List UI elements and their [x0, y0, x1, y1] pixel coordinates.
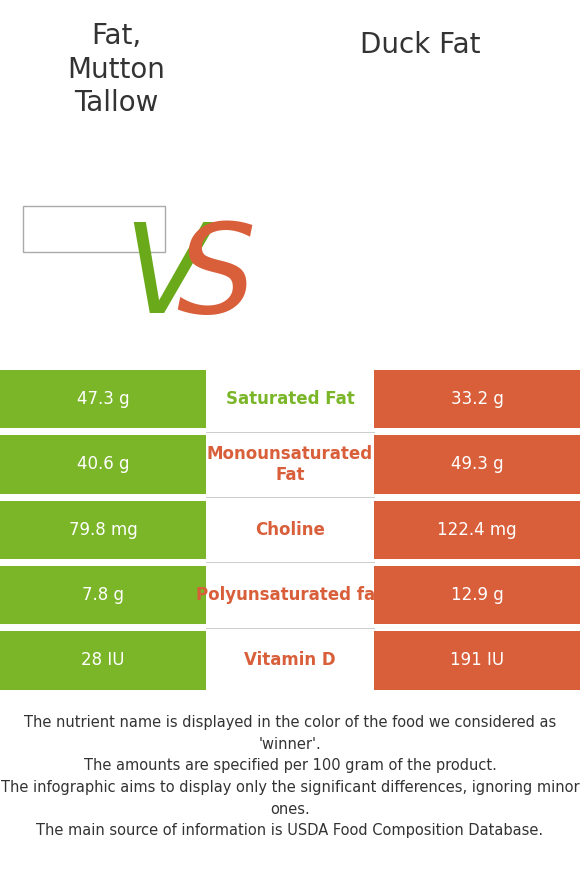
- Text: 47.3 g: 47.3 g: [77, 390, 129, 408]
- Text: Choline: Choline: [255, 521, 325, 539]
- Bar: [0, 566, 206, 624]
- Text: 49.3 g: 49.3 g: [451, 456, 503, 473]
- Text: Monounsaturated
Fat: Monounsaturated Fat: [207, 445, 373, 484]
- Bar: [374, 370, 580, 428]
- Bar: [374, 631, 580, 690]
- Text: 7.8 g: 7.8 g: [82, 586, 124, 604]
- Text: 40.6 g: 40.6 g: [77, 456, 129, 473]
- Bar: [0, 501, 206, 559]
- Text: 28 IU: 28 IU: [81, 652, 125, 669]
- Text: S: S: [176, 217, 255, 339]
- Bar: [374, 501, 580, 559]
- Text: 191 IU: 191 IU: [450, 652, 504, 669]
- Text: 33.2 g: 33.2 g: [451, 390, 503, 408]
- Bar: [374, 435, 580, 494]
- Text: 122.4 mg: 122.4 mg: [437, 521, 517, 539]
- Bar: [0, 435, 206, 494]
- Text: Duck Fat: Duck Fat: [360, 31, 481, 59]
- Text: V: V: [124, 217, 209, 339]
- Text: 12.9 g: 12.9 g: [451, 586, 503, 604]
- Text: The nutrient name is displayed in the color of the food we considered as
'winner: The nutrient name is displayed in the co…: [1, 715, 579, 838]
- Text: 79.8 mg: 79.8 mg: [68, 521, 137, 539]
- Bar: [0, 370, 206, 428]
- Bar: [374, 566, 580, 624]
- Text: Saturated Fat: Saturated Fat: [226, 390, 354, 408]
- Text: Polyunsaturated fat: Polyunsaturated fat: [197, 586, 383, 604]
- Text: Vitamin D: Vitamin D: [244, 652, 336, 669]
- Text: Fat,
Mutton
Tallow: Fat, Mutton Tallow: [67, 22, 165, 117]
- Bar: [0, 631, 206, 690]
- FancyBboxPatch shape: [23, 206, 165, 252]
